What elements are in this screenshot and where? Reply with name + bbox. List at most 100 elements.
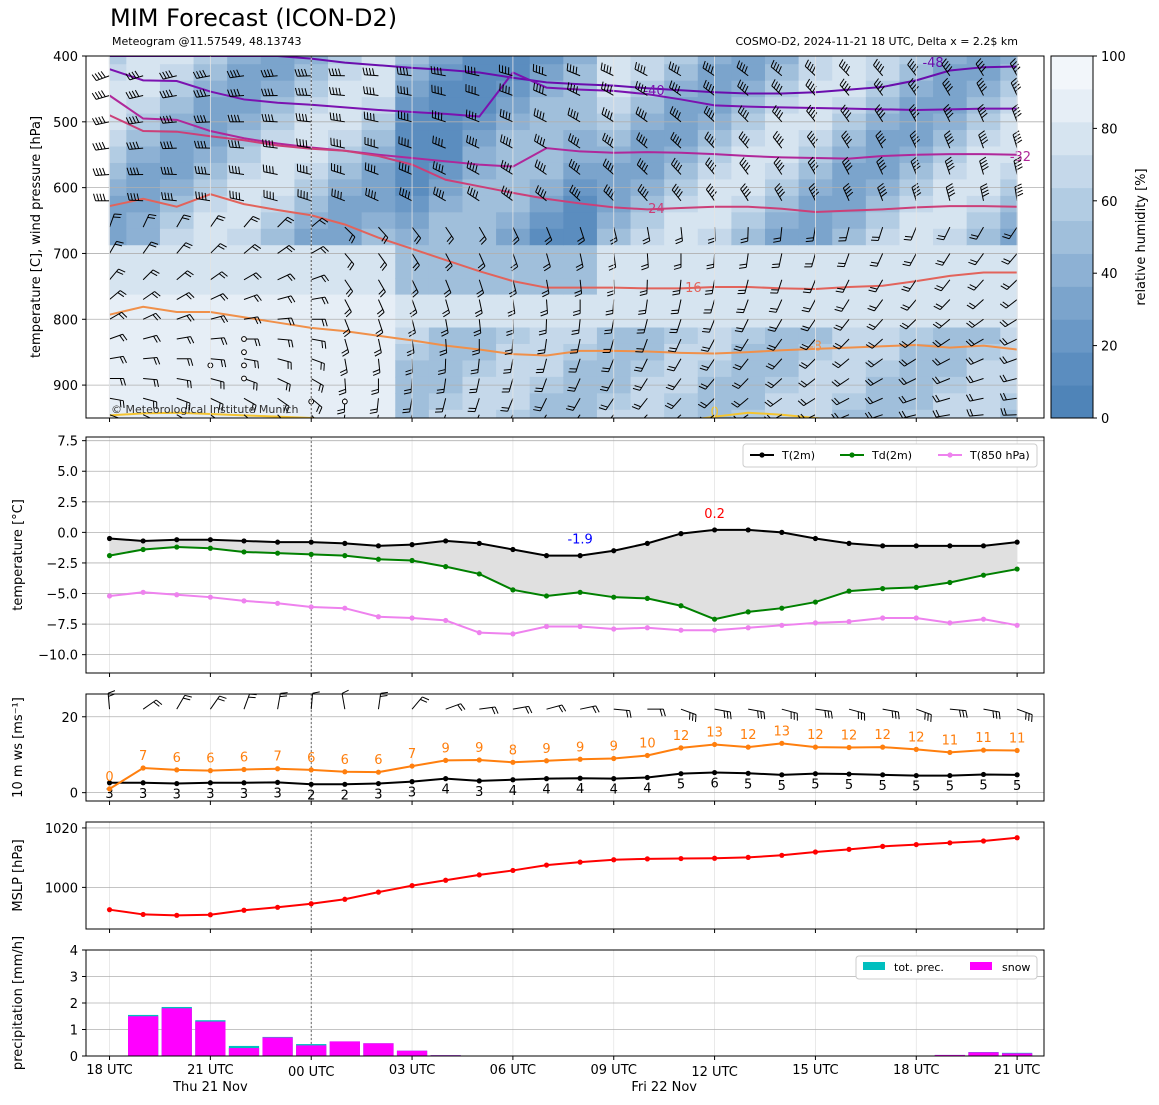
humidity-cell bbox=[159, 80, 195, 98]
wind-barb bbox=[540, 299, 548, 317]
wind-barb bbox=[533, 82, 547, 96]
wind-barb bbox=[127, 192, 144, 202]
wind-barb bbox=[228, 139, 245, 149]
data-point bbox=[275, 779, 281, 786]
data-point bbox=[375, 614, 382, 620]
wind-barb bbox=[798, 378, 816, 388]
colorbar-label: relative humidity [%] bbox=[1134, 168, 1149, 305]
colorbar-swatch bbox=[1051, 286, 1093, 320]
data-point bbox=[980, 543, 987, 549]
data-point bbox=[880, 586, 886, 592]
data-point bbox=[308, 551, 314, 557]
wind-barb bbox=[364, 162, 379, 175]
wind-barb bbox=[815, 708, 833, 719]
wind-barb bbox=[431, 110, 446, 123]
data-point bbox=[846, 540, 852, 546]
wind-barb bbox=[633, 358, 648, 372]
wind-barb bbox=[865, 338, 883, 349]
wind-barb bbox=[344, 253, 355, 271]
data-point bbox=[745, 625, 751, 631]
gust-label: 6 bbox=[341, 753, 349, 768]
wind-barb bbox=[736, 60, 749, 77]
y-tick-label: 400 bbox=[53, 50, 78, 65]
humidity-cell bbox=[865, 97, 901, 115]
wind-barb bbox=[500, 159, 514, 175]
data-point bbox=[409, 883, 415, 889]
humidity-cell bbox=[630, 228, 665, 246]
wind-barb bbox=[932, 409, 950, 418]
wind-barb bbox=[431, 84, 446, 96]
wind-barb bbox=[601, 358, 615, 373]
wind-barb bbox=[210, 414, 216, 418]
wind-barb bbox=[773, 156, 785, 175]
wind-barb bbox=[910, 156, 921, 175]
humidity-cell bbox=[563, 56, 598, 65]
humidity-cell bbox=[933, 56, 968, 65]
data-point bbox=[611, 626, 617, 632]
humidity-cell bbox=[260, 261, 296, 279]
wind-barb bbox=[808, 182, 820, 202]
humidity-cell bbox=[260, 146, 296, 164]
wind-barb bbox=[260, 69, 278, 78]
colorbar-swatch bbox=[1051, 121, 1093, 156]
wind-barb bbox=[109, 378, 127, 386]
humidity-cell bbox=[462, 56, 497, 65]
wind-barb bbox=[277, 295, 296, 304]
wind-barb bbox=[261, 88, 278, 97]
humidity-cell bbox=[462, 146, 497, 164]
wind-barb bbox=[372, 358, 381, 376]
data-point bbox=[543, 776, 550, 782]
humidity-cell bbox=[832, 56, 867, 65]
wind-barb bbox=[310, 217, 329, 228]
wind-barb bbox=[774, 183, 786, 202]
isotherm-line bbox=[109, 68, 1018, 118]
wind-barb bbox=[535, 358, 547, 374]
isotherm-label: -48 bbox=[922, 56, 943, 71]
humidity-cell bbox=[260, 393, 296, 411]
humidity-cell bbox=[227, 228, 262, 246]
data-point bbox=[106, 553, 113, 559]
humidity-cell bbox=[126, 80, 161, 98]
data-point bbox=[308, 539, 314, 545]
wind-barb bbox=[900, 299, 917, 311]
wind-barb bbox=[577, 226, 585, 245]
humidity-cell bbox=[865, 228, 901, 246]
series-line bbox=[109, 591, 1018, 635]
wind-barb bbox=[635, 80, 648, 96]
wind-barb bbox=[631, 397, 648, 410]
wind-barb bbox=[477, 414, 480, 418]
wind-barb bbox=[665, 378, 682, 391]
wind-barb bbox=[533, 398, 547, 412]
humidity-cell bbox=[832, 261, 867, 279]
wind-barb bbox=[296, 163, 312, 175]
precip-bar bbox=[396, 1050, 428, 1056]
wind-barb bbox=[311, 318, 328, 327]
wind-barb bbox=[443, 279, 452, 298]
wind-barb bbox=[797, 397, 816, 407]
series-line bbox=[109, 771, 1018, 786]
day-label: Fri 22 Nov bbox=[631, 1080, 697, 1095]
x-tick-label: 06 UTC bbox=[490, 1063, 536, 1078]
humidity-cell bbox=[664, 162, 699, 181]
precip-bar bbox=[228, 1048, 260, 1056]
gust-label: 12 bbox=[841, 729, 858, 744]
humidity-cell bbox=[865, 393, 901, 411]
wind-barb bbox=[704, 279, 716, 295]
precip-bar bbox=[329, 1041, 360, 1056]
humidity-cell bbox=[328, 212, 363, 230]
wind-barb bbox=[538, 319, 548, 336]
gust-label: 9 bbox=[542, 742, 550, 757]
isotherm-label: -16 bbox=[680, 281, 701, 296]
wind-speed-label: 5 bbox=[946, 780, 954, 795]
wind-barb bbox=[697, 397, 715, 409]
data-point bbox=[241, 549, 247, 555]
wind-barb bbox=[277, 338, 294, 348]
wind-barb bbox=[294, 87, 312, 96]
wind-barb bbox=[771, 79, 783, 96]
humidity-cell bbox=[731, 80, 766, 98]
data-point bbox=[140, 538, 146, 544]
wind-barb bbox=[977, 103, 988, 123]
humidity-cell bbox=[462, 278, 497, 296]
data-point bbox=[275, 539, 281, 545]
humidity-cell bbox=[966, 327, 1001, 345]
